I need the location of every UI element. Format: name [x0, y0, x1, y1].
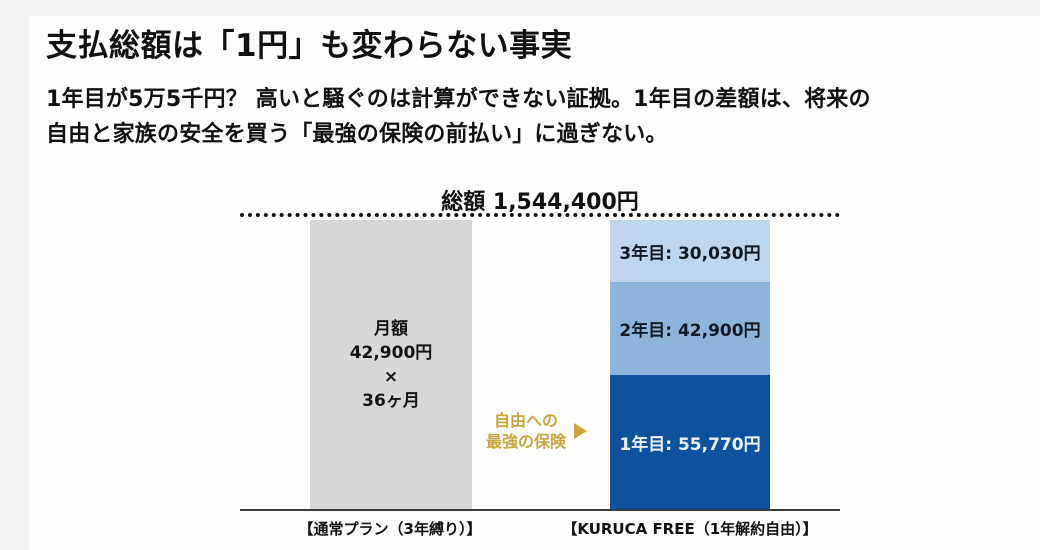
lead-paragraph: 1年目が5万5千円？ 高いと騒ぐのは計算ができない証拠。1年目の差額は、将来の …	[46, 82, 1026, 152]
callout-line-2: 最強の保険	[486, 432, 567, 451]
plan-label-times: ×	[383, 367, 399, 387]
segment-year-2: 2年目: 42,900円	[610, 282, 770, 375]
arrow-right-icon	[574, 423, 588, 439]
bar-standard-plan: 月額 42,900円 × 36ヶ月	[310, 220, 472, 510]
lead-line-2: 自由と家族の安全を買う「最強の保険の前払い」に過ぎない。	[46, 122, 668, 147]
bar-kuruca-free: 3年目: 30,030円 2年目: 42,900円 1年目: 55,770円	[610, 220, 770, 510]
segment-year-3: 3年目: 30,030円	[610, 220, 770, 282]
callout-line-1: 自由への	[494, 411, 559, 430]
left-margin	[0, 0, 29, 550]
plan-bar-label: 月額 42,900円 × 36ヶ月	[350, 317, 433, 413]
lead-line-1: 1年目が5万5千円？ 高いと騒ぐのは計算ができない証拠。1年目の差額は、将来の	[46, 87, 871, 112]
category-label-standard-plan: 【通常プラン（3年縛り）】	[298, 520, 482, 538]
plan-label-amount: 42,900円	[349, 343, 433, 363]
page-title: 支払総額は「1円」も変わらない事実	[46, 28, 573, 64]
total-reference-line	[240, 213, 840, 217]
plan-label-monthly: 月額	[373, 319, 408, 339]
top-margin	[0, 0, 1040, 16]
insurance-callout: 自由への 最強の保険	[486, 410, 588, 452]
category-label-kuruca-free: 【KURUCA FREE（1年解約自由）】	[562, 520, 818, 538]
plan-label-months: 36ヶ月	[362, 391, 420, 411]
segment-year-1: 1年目: 55,770円	[610, 375, 770, 510]
chart-baseline	[240, 509, 840, 511]
total-label: 総額 1,544,400円	[441, 190, 639, 215]
callout-text: 自由への 最強の保険	[486, 410, 566, 452]
